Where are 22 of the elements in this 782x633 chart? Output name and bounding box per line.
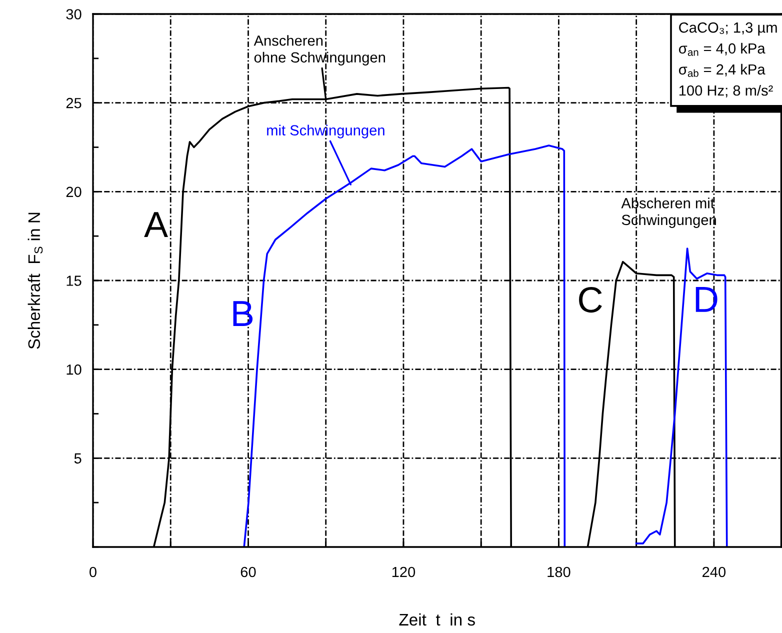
x-tick-label: 120 <box>392 566 416 578</box>
y-tick-label: 15 <box>66 276 82 286</box>
line-series <box>635 248 728 547</box>
series-label: C <box>579 287 602 313</box>
x-tick-label: 0 <box>90 566 96 578</box>
y-tick-label: 25 <box>66 98 82 108</box>
text: CaCO₃; 1,3 µm σ$_{an}$ = 4,0 kPa σ$_{ab}$ = 2,4 kPa 100 Hz; 8 m/s² <box>678 22 777 98</box>
x-tick-label: 240 <box>702 566 726 578</box>
x-axis-title: Zeit t in s <box>399 613 475 626</box>
x-tick-label: 180 <box>548 566 570 578</box>
annotation: Abscheren mit Schwingungen <box>621 198 716 228</box>
y-tick-label: 20 <box>66 186 82 198</box>
annotation: Anscheren ohne Schwingungen <box>254 35 385 66</box>
y-tick-label: 5 <box>74 453 82 464</box>
series-label: A <box>144 212 168 238</box>
annotation: mit Schwingungen <box>267 124 384 138</box>
series-label: B <box>233 301 253 326</box>
y-tick-label: 10 <box>66 364 82 375</box>
y-tick-label: 30 <box>66 9 82 20</box>
x-tick-label: 60 <box>240 566 256 578</box>
y-axis-title: Scherkraft F$_{S}$ in N <box>28 212 43 349</box>
series-label: D <box>696 286 718 312</box>
